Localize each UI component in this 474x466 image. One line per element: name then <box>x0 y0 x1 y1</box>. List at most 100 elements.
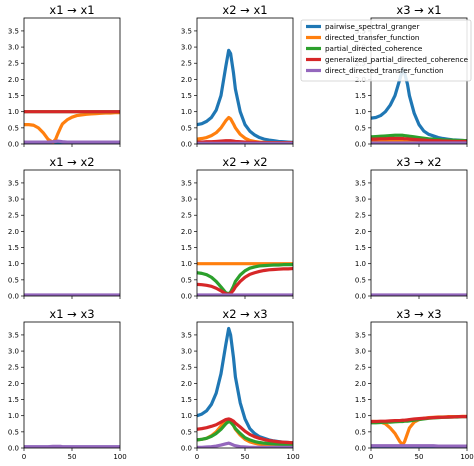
y-tick-label: 0.5 <box>181 428 192 436</box>
y-tick-label: 1.0 <box>8 412 19 420</box>
y-tick-label: 0.0 <box>355 445 366 453</box>
y-tick-label: 0.5 <box>355 428 366 436</box>
plot-area <box>197 48 293 144</box>
subplot-1: x1 → x1 0.0 0.5 1.0 1.5 2.0 2.5 3.0 3.5 <box>8 3 121 149</box>
subplot-4: x1 → x2 0.0 0.5 1.0 1.5 2.0 2.5 3.0 3.5 <box>8 155 121 301</box>
axes-frame <box>23 17 121 145</box>
y-tick-label: 0.5 <box>181 124 192 132</box>
series-line-direct_directed_transfer_function <box>24 139 120 144</box>
subplot-title: x2 → x2 <box>222 155 267 169</box>
y-tick-label: 0.0 <box>355 141 366 149</box>
subplot-title: x1 → x1 <box>49 3 94 17</box>
y-tick-label: 2.5 <box>181 364 192 372</box>
series-line-pairwise_spectral_granger <box>197 48 293 144</box>
legend-label: partial_directed_coherence <box>325 44 423 53</box>
subplot-title: x3 → x1 <box>396 3 441 17</box>
y-tick-label: 0.5 <box>8 124 19 132</box>
plot-area <box>197 326 293 448</box>
x-tick-label: 0 <box>369 453 373 461</box>
y-tick-label: 3.0 <box>355 348 366 356</box>
plot-area <box>371 68 467 144</box>
y-tick-label: 2.0 <box>8 76 19 84</box>
y-tick-label: 2.5 <box>181 60 192 68</box>
y-tick-label: 3.0 <box>181 196 192 204</box>
y-tick-label: 2.5 <box>8 212 19 220</box>
plot-area <box>371 293 467 296</box>
y-tick-label: 3.0 <box>181 44 192 52</box>
y-tick-label: 2.5 <box>355 364 366 372</box>
legend-label: generalized_partial_directed_coherence <box>325 55 469 64</box>
y-tick-label: 1.5 <box>181 92 192 100</box>
y-tick-label: 1.5 <box>181 396 192 404</box>
legend-box <box>300 19 472 82</box>
series-line-partial_directed_coherence <box>197 419 293 447</box>
axes-frame <box>23 321 121 449</box>
axes-frame <box>370 321 468 449</box>
y-tick-label: 2.0 <box>8 228 19 236</box>
y-tick-label: 1.0 <box>181 108 192 116</box>
legend-label: pairwise_spectral_granger <box>325 22 419 31</box>
y-tick-label: 3.0 <box>181 348 192 356</box>
y-tick-label: 2.0 <box>355 380 366 388</box>
legend-entry: generalized_partial_directed_coherence <box>306 55 469 64</box>
legend-label: directed_transfer_function <box>325 33 419 42</box>
y-tick-label: 0.5 <box>355 124 366 132</box>
x-tick-label: 100 <box>286 453 299 461</box>
y-tick-label: 1.0 <box>355 412 366 420</box>
y-tick-label: 1.5 <box>355 244 366 252</box>
subplot-7: x1 → x3 0.0 0.5 1.0 1.5 2.0 2.5 3.0 3.5 0 50 100 <box>8 307 127 461</box>
y-tick-label: 0.5 <box>8 276 19 284</box>
y-tick-label: 2.0 <box>181 380 192 388</box>
y-tick-label: 2.5 <box>355 212 366 220</box>
y-tick-label: 1.5 <box>8 244 19 252</box>
y-tick-label: 0.0 <box>181 141 192 149</box>
y-tick-label: 0.5 <box>181 276 192 284</box>
y-tick-label: 1.5 <box>355 396 366 404</box>
y-tick-label: 1.0 <box>181 260 192 268</box>
y-tick-label: 3.5 <box>181 179 192 187</box>
y-tick-label: 3.0 <box>8 196 19 204</box>
y-tick-label: 3.5 <box>181 331 192 339</box>
x-tick-label: 100 <box>113 453 126 461</box>
y-tick-label: 0.5 <box>355 276 366 284</box>
subplot-grid: x1 → x1 0.0 0.5 1.0 1.5 2.0 2.5 3.0 3.5 x2 → x1 0.… <box>8 3 474 461</box>
y-tick-label: 1.0 <box>8 260 19 268</box>
legend-label: direct_directed_transfer_function <box>325 66 444 75</box>
y-tick-label: 1.5 <box>355 92 366 100</box>
y-tick-label: 2.5 <box>181 212 192 220</box>
y-tick-label: 0.0 <box>8 293 19 301</box>
plot-area <box>24 444 120 448</box>
y-tick-label: 3.5 <box>8 27 19 35</box>
x-tick-label: 50 <box>68 453 77 461</box>
legend-entry: direct_directed_transfer_function <box>306 66 444 75</box>
series-line-partial_directed_coherence <box>197 263 293 296</box>
plot-area <box>24 293 120 296</box>
series-line-direct_directed_transfer_function <box>197 441 293 448</box>
subplot-9: x3 → x3 0.0 0.5 1.0 1.5 2.0 2.5 3.0 3.5 0 50 100 <box>355 307 474 461</box>
legend-entry: partial_directed_coherence <box>306 44 423 53</box>
y-tick-label: 2.0 <box>355 228 366 236</box>
x-tick-label: 0 <box>22 453 26 461</box>
y-tick-label: 0.5 <box>8 428 19 436</box>
subplot-title: x1 → x2 <box>49 155 94 169</box>
y-tick-label: 0.0 <box>181 445 192 453</box>
y-tick-label: 0.0 <box>8 141 19 149</box>
y-tick-label: 2.0 <box>181 76 192 84</box>
subplot-6: x3 → x2 0.0 0.5 1.0 1.5 2.0 2.5 3.0 3.5 <box>355 155 468 301</box>
x-tick-label: 50 <box>241 453 250 461</box>
y-tick-label: 0.0 <box>355 293 366 301</box>
x-tick-label: 50 <box>415 453 424 461</box>
y-tick-label: 2.5 <box>8 60 19 68</box>
subplot-2: x2 → x1 0.0 0.5 1.0 1.5 2.0 2.5 3.0 3.5 <box>181 3 294 149</box>
x-tick-label: 0 <box>195 453 199 461</box>
subplot-title: x3 → x3 <box>396 307 441 321</box>
y-tick-label: 0.0 <box>181 293 192 301</box>
y-tick-label: 1.0 <box>8 108 19 116</box>
y-tick-label: 3.5 <box>8 179 19 187</box>
x-tick-label: 100 <box>460 453 473 461</box>
y-tick-label: 3.0 <box>355 196 366 204</box>
y-tick-label: 3.5 <box>355 331 366 339</box>
series-line-generalized_partial_directed_coherence <box>197 266 293 296</box>
series-line-directed_transfer_function <box>24 111 120 144</box>
y-tick-label: 2.0 <box>8 380 19 388</box>
